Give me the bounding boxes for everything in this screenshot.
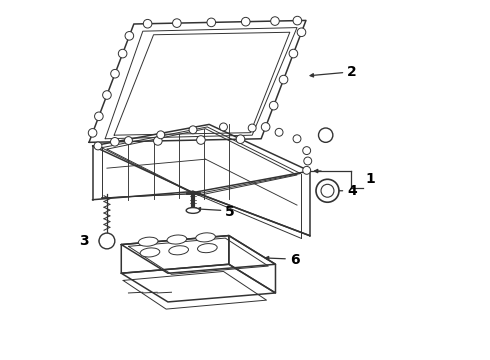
Circle shape: [220, 123, 227, 131]
Ellipse shape: [186, 208, 200, 213]
Circle shape: [94, 142, 102, 150]
Circle shape: [303, 166, 311, 174]
Circle shape: [316, 179, 339, 202]
Circle shape: [261, 123, 270, 131]
Circle shape: [289, 49, 298, 58]
Circle shape: [248, 124, 256, 132]
Circle shape: [304, 157, 312, 165]
Circle shape: [270, 101, 278, 110]
Circle shape: [153, 136, 162, 145]
Ellipse shape: [140, 248, 160, 257]
Circle shape: [196, 136, 205, 144]
Circle shape: [143, 19, 152, 28]
Text: 5: 5: [225, 204, 235, 219]
Circle shape: [293, 16, 302, 25]
Circle shape: [124, 136, 132, 144]
Circle shape: [275, 129, 283, 136]
Text: 4: 4: [347, 184, 357, 198]
Ellipse shape: [196, 233, 216, 242]
Ellipse shape: [197, 244, 217, 253]
Circle shape: [118, 49, 127, 58]
Circle shape: [172, 19, 181, 27]
Circle shape: [102, 91, 111, 99]
Circle shape: [293, 135, 301, 143]
Text: 6: 6: [290, 253, 299, 267]
Circle shape: [279, 75, 288, 84]
Circle shape: [99, 233, 115, 249]
Ellipse shape: [167, 235, 187, 244]
Text: 2: 2: [347, 66, 357, 80]
Circle shape: [321, 184, 334, 197]
Circle shape: [236, 135, 245, 144]
Circle shape: [297, 28, 306, 37]
Circle shape: [318, 128, 333, 142]
Circle shape: [157, 131, 165, 139]
Circle shape: [111, 69, 119, 78]
Circle shape: [270, 17, 279, 25]
Circle shape: [303, 147, 311, 154]
Circle shape: [189, 126, 197, 134]
Circle shape: [125, 32, 134, 40]
Text: 1: 1: [365, 172, 375, 186]
Circle shape: [242, 17, 250, 26]
Text: 3: 3: [79, 234, 89, 248]
Circle shape: [111, 138, 119, 146]
Circle shape: [95, 112, 103, 121]
Ellipse shape: [169, 246, 189, 255]
Circle shape: [88, 129, 97, 137]
Ellipse shape: [138, 237, 158, 246]
Circle shape: [207, 18, 216, 27]
